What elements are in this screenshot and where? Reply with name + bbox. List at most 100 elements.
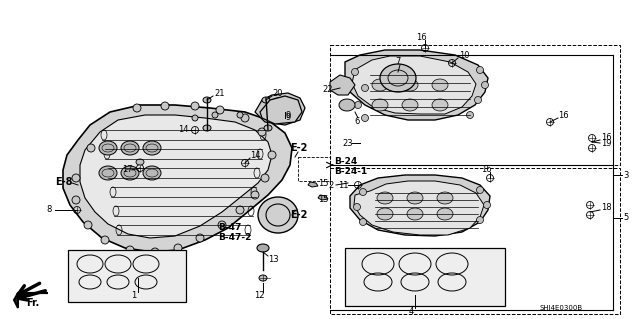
Text: 3: 3: [623, 170, 628, 180]
Ellipse shape: [407, 208, 423, 220]
Ellipse shape: [133, 104, 141, 112]
Text: 12: 12: [253, 292, 264, 300]
Text: B-24: B-24: [334, 158, 357, 167]
Ellipse shape: [237, 112, 243, 118]
Ellipse shape: [143, 141, 161, 155]
Text: 9: 9: [286, 114, 291, 122]
Ellipse shape: [218, 221, 226, 229]
Text: 19: 19: [601, 138, 611, 147]
Text: 20: 20: [272, 88, 282, 98]
Ellipse shape: [72, 196, 80, 204]
Ellipse shape: [268, 151, 276, 159]
Ellipse shape: [99, 166, 117, 180]
Text: 9: 9: [285, 112, 291, 121]
Ellipse shape: [351, 69, 358, 76]
Ellipse shape: [84, 221, 92, 229]
Ellipse shape: [212, 112, 218, 118]
Ellipse shape: [192, 115, 198, 121]
Text: 22: 22: [322, 85, 333, 94]
Polygon shape: [318, 195, 328, 200]
Text: 7: 7: [396, 57, 401, 66]
Text: 16: 16: [558, 112, 568, 121]
Ellipse shape: [99, 141, 117, 155]
Text: 16: 16: [601, 133, 612, 143]
Ellipse shape: [402, 99, 418, 111]
Ellipse shape: [362, 85, 369, 92]
Text: SHJ4E0300B: SHJ4E0300B: [540, 305, 583, 311]
Ellipse shape: [402, 79, 418, 91]
Ellipse shape: [380, 64, 416, 92]
Ellipse shape: [121, 141, 139, 155]
Ellipse shape: [151, 248, 159, 256]
Ellipse shape: [258, 197, 298, 233]
Text: 10: 10: [459, 51, 470, 61]
Ellipse shape: [258, 128, 266, 136]
Ellipse shape: [191, 102, 199, 110]
Text: 16: 16: [481, 166, 492, 174]
Ellipse shape: [101, 236, 109, 244]
Ellipse shape: [377, 208, 393, 220]
Text: 16: 16: [416, 33, 426, 42]
Polygon shape: [352, 56, 476, 114]
Text: E-2: E-2: [290, 143, 307, 153]
Text: 17: 17: [122, 166, 132, 174]
Ellipse shape: [432, 79, 448, 91]
Ellipse shape: [203, 97, 211, 103]
Ellipse shape: [271, 98, 285, 108]
Ellipse shape: [467, 112, 474, 118]
Ellipse shape: [87, 144, 95, 152]
Text: E-2: E-2: [290, 210, 307, 220]
Polygon shape: [255, 93, 305, 125]
Ellipse shape: [353, 204, 360, 211]
Ellipse shape: [432, 99, 448, 111]
Ellipse shape: [261, 174, 269, 182]
Text: 8: 8: [46, 205, 51, 214]
Ellipse shape: [377, 192, 393, 204]
Ellipse shape: [264, 125, 272, 131]
Bar: [68, 250, 186, 302]
Ellipse shape: [196, 234, 204, 242]
Ellipse shape: [481, 81, 488, 88]
Ellipse shape: [437, 208, 453, 220]
Polygon shape: [63, 105, 292, 252]
Ellipse shape: [477, 187, 483, 194]
Text: 21: 21: [214, 88, 225, 98]
Ellipse shape: [262, 97, 270, 103]
Ellipse shape: [372, 99, 388, 111]
Text: 13: 13: [268, 256, 278, 264]
Ellipse shape: [437, 192, 453, 204]
Polygon shape: [354, 181, 484, 235]
Ellipse shape: [360, 189, 367, 196]
Ellipse shape: [143, 166, 161, 180]
Bar: [330, 168, 620, 314]
Ellipse shape: [477, 66, 483, 73]
Ellipse shape: [121, 166, 139, 180]
Ellipse shape: [216, 106, 224, 114]
Polygon shape: [80, 115, 272, 238]
Ellipse shape: [355, 101, 362, 108]
Text: Fr.: Fr.: [26, 298, 39, 308]
Ellipse shape: [136, 159, 144, 165]
Ellipse shape: [72, 174, 80, 182]
Text: 15: 15: [318, 196, 328, 204]
Ellipse shape: [174, 244, 182, 252]
Bar: [345, 248, 505, 306]
Text: 23: 23: [342, 138, 353, 147]
Text: 14: 14: [250, 151, 260, 160]
Polygon shape: [260, 96, 302, 124]
Polygon shape: [308, 182, 318, 187]
Text: 11: 11: [338, 181, 349, 189]
Ellipse shape: [474, 97, 481, 103]
Text: B-47-2: B-47-2: [218, 234, 252, 242]
Ellipse shape: [203, 125, 211, 131]
Text: B-47: B-47: [218, 224, 241, 233]
Ellipse shape: [407, 192, 423, 204]
Polygon shape: [350, 175, 490, 236]
Text: 4: 4: [408, 308, 413, 316]
Ellipse shape: [362, 115, 369, 122]
Bar: [330, 45, 620, 165]
Ellipse shape: [236, 206, 244, 214]
Polygon shape: [345, 50, 488, 120]
Text: 14: 14: [178, 125, 189, 135]
Text: 5: 5: [623, 213, 628, 222]
